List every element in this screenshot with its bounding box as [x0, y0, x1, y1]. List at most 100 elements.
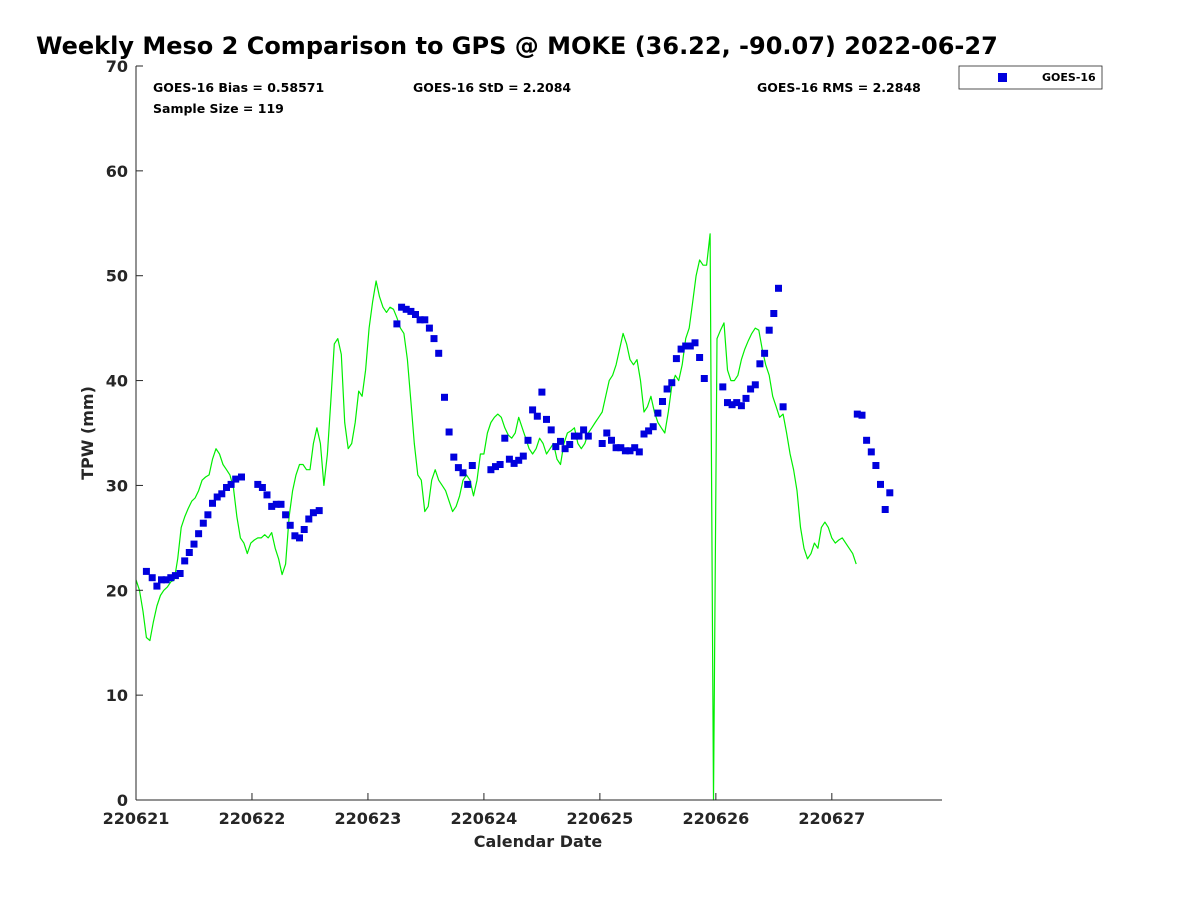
- goes-point: [158, 576, 165, 584]
- goes-point: [300, 526, 308, 533]
- x-axis-label: Calendar Date: [474, 832, 603, 851]
- goes-point: [195, 530, 203, 538]
- goes-point: [515, 456, 523, 464]
- goes-point: [487, 466, 495, 474]
- legend-label: GOES-16: [1042, 71, 1096, 84]
- goes-point: [305, 515, 313, 523]
- goes-point: [608, 436, 615, 444]
- goes-point: [441, 393, 448, 401]
- goes-point: [612, 444, 620, 452]
- goes-series: [142, 284, 894, 590]
- goes-point: [501, 434, 509, 442]
- legend: GOES-16: [958, 65, 1103, 90]
- goes-point: [524, 436, 532, 444]
- goes-point: [185, 549, 193, 556]
- goes-point: [570, 432, 578, 440]
- goes-point: [557, 437, 564, 445]
- goes-point: [886, 489, 894, 497]
- goes-point: [881, 506, 889, 513]
- goes-point: [682, 342, 690, 350]
- stat-std: GOES-16 StD = 2.2084: [413, 80, 571, 95]
- goes-point: [626, 447, 634, 455]
- goes-point: [733, 399, 741, 407]
- goes-point: [747, 385, 755, 393]
- goes-point: [258, 484, 266, 491]
- goes-point: [663, 385, 671, 393]
- goes-point: [315, 507, 323, 515]
- chart-title: Weekly Meso 2 Comparison to GPS @ MOKE (…: [36, 32, 998, 60]
- goes-point: [649, 423, 657, 431]
- goes-point: [547, 426, 555, 434]
- legend-box: [958, 65, 1103, 90]
- goes-point: [254, 480, 262, 488]
- y-tick-label: 60: [106, 162, 128, 181]
- goes-point: [459, 469, 467, 477]
- goes-point: [654, 409, 662, 417]
- stat-rms: GOES-16 RMS = 2.2848: [757, 80, 921, 95]
- goes-point: [677, 345, 685, 353]
- y-tick-label: 50: [106, 267, 128, 286]
- goes-point: [728, 401, 736, 409]
- goes-point: [213, 493, 221, 501]
- goes-point: [603, 429, 611, 437]
- goes-point: [430, 335, 438, 343]
- goes-point: [492, 463, 499, 471]
- goes-point: [691, 339, 699, 347]
- goes-point: [765, 326, 773, 334]
- gps-series: [135, 233, 857, 801]
- goes-point: [552, 443, 560, 451]
- goes-point: [858, 411, 866, 419]
- x-ticks: 220621 220622 220623 220624 220625 220626 2206…: [103, 793, 865, 828]
- goes-point: [872, 462, 880, 469]
- goes-point: [209, 499, 216, 507]
- goes-point: [232, 475, 240, 483]
- goes-point: [412, 311, 419, 318]
- goes-point: [407, 307, 415, 315]
- goes-point: [153, 582, 161, 590]
- x-tick-label: 220624: [451, 809, 518, 828]
- goes-point: [737, 402, 745, 410]
- goes-point: [148, 574, 156, 582]
- goes-point: [277, 500, 285, 508]
- goes-point: [561, 445, 569, 453]
- goes-point: [142, 567, 150, 575]
- goes-point: [286, 521, 294, 529]
- plot-area: [136, 66, 942, 800]
- goes-point: [162, 576, 170, 584]
- goes-point: [566, 441, 574, 448]
- goes-point: [775, 284, 782, 292]
- x-tick-label: 220623: [335, 809, 402, 828]
- goes-point: [863, 436, 871, 444]
- goes-point: [291, 532, 299, 540]
- goes-point: [505, 455, 513, 463]
- y-tick-label: 0: [117, 791, 128, 810]
- goes-point: [877, 480, 884, 488]
- goes-point: [645, 427, 653, 435]
- goes-point: [393, 320, 401, 328]
- goes-point: [575, 432, 583, 440]
- goes-point: [617, 444, 625, 452]
- goes-point: [770, 310, 778, 317]
- goes-point: [398, 303, 406, 311]
- goes-point: [756, 360, 764, 368]
- goes-point: [238, 473, 245, 481]
- goes-point: [533, 412, 541, 420]
- goes-point: [519, 452, 527, 460]
- goes-point: [696, 354, 704, 361]
- y-ticks: 0 10 20 30 40 50 60 70: [106, 57, 143, 810]
- goes-point: [686, 342, 694, 350]
- y-tick-label: 20: [106, 581, 128, 600]
- y-axis-label: TPW (mm): [78, 386, 97, 480]
- goes-point: [700, 375, 708, 382]
- y-tick-label: 30: [106, 476, 128, 495]
- gps-line: [135, 233, 857, 801]
- goes-point: [296, 534, 303, 542]
- goes-point: [621, 447, 629, 455]
- goes-point: [510, 459, 518, 467]
- stat-bias: GOES-16 Bias = 0.58571: [153, 80, 324, 95]
- goes-point: [580, 426, 588, 434]
- axes: [135, 66, 942, 801]
- goes-point: [668, 379, 676, 387]
- goes-point: [272, 500, 280, 508]
- goes-point: [631, 444, 639, 452]
